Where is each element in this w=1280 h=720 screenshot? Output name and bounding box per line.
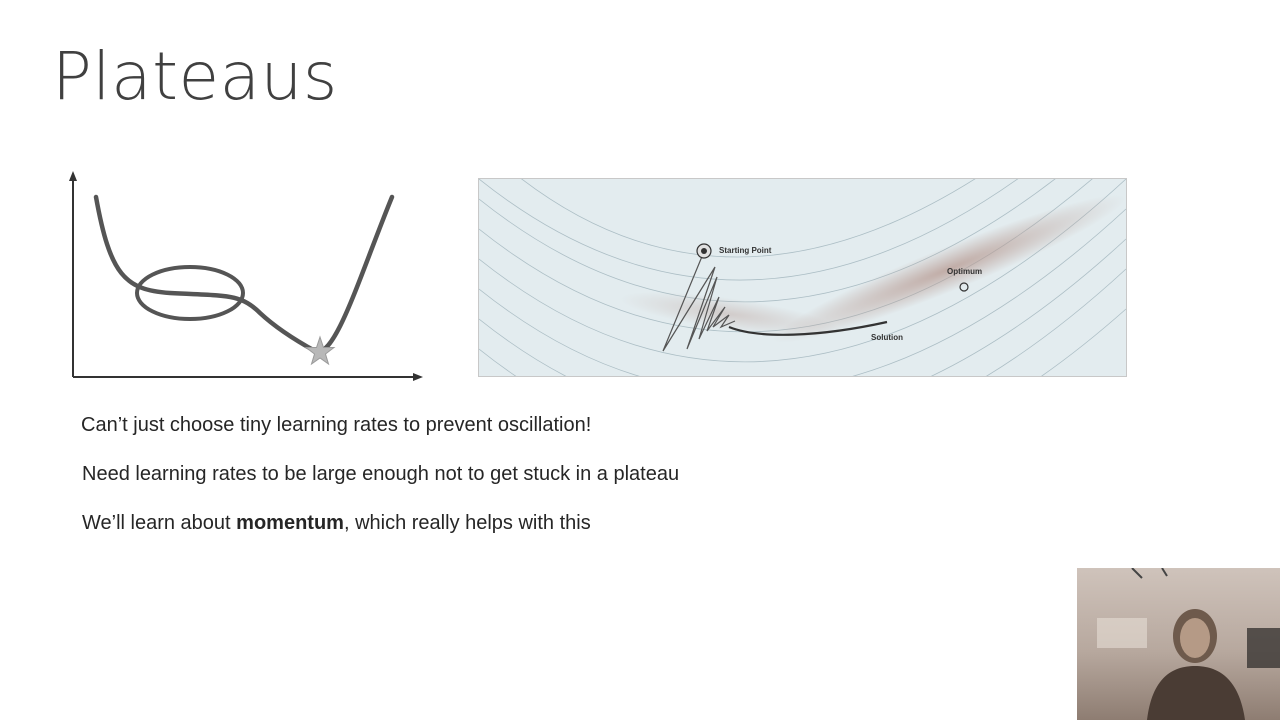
bullet-tiny-learning-rates: Can’t just choose tiny learning rates to… bbox=[81, 414, 592, 436]
bullet-momentum-prefix: We’ll learn about bbox=[82, 512, 237, 534]
contour-lines bbox=[479, 179, 1126, 376]
bullet-large-learning-rates: Need learning rates to be large enough n… bbox=[82, 463, 680, 485]
presenter-webcam-video bbox=[1077, 568, 1280, 720]
plateau-highlight-ellipse bbox=[135, 265, 245, 321]
presenter-silhouette bbox=[1097, 568, 1280, 720]
minimum-star-icon bbox=[304, 335, 336, 366]
bullet-momentum-suffix: , which really helps with this bbox=[343, 512, 591, 534]
axes bbox=[69, 171, 423, 381]
bullet-momentum: We’ll learn about momentum, which really… bbox=[82, 512, 591, 535]
solution-label: Solution bbox=[871, 333, 903, 342]
starting-point-label: Starting Point bbox=[719, 246, 772, 255]
loss-curve-figure bbox=[69, 171, 423, 381]
optimum-marker bbox=[959, 282, 969, 292]
momentum-keyword: momentum bbox=[236, 512, 344, 534]
slide-title: Plateaus bbox=[52, 38, 338, 115]
descent-solution-path bbox=[728, 320, 888, 336]
descent-zigzag-path bbox=[662, 253, 736, 352]
contour-plot-figure: Starting Point Optimum Solution bbox=[478, 178, 1127, 377]
optimum-label: Optimum bbox=[947, 267, 983, 276]
loss-curve bbox=[93, 194, 395, 354]
